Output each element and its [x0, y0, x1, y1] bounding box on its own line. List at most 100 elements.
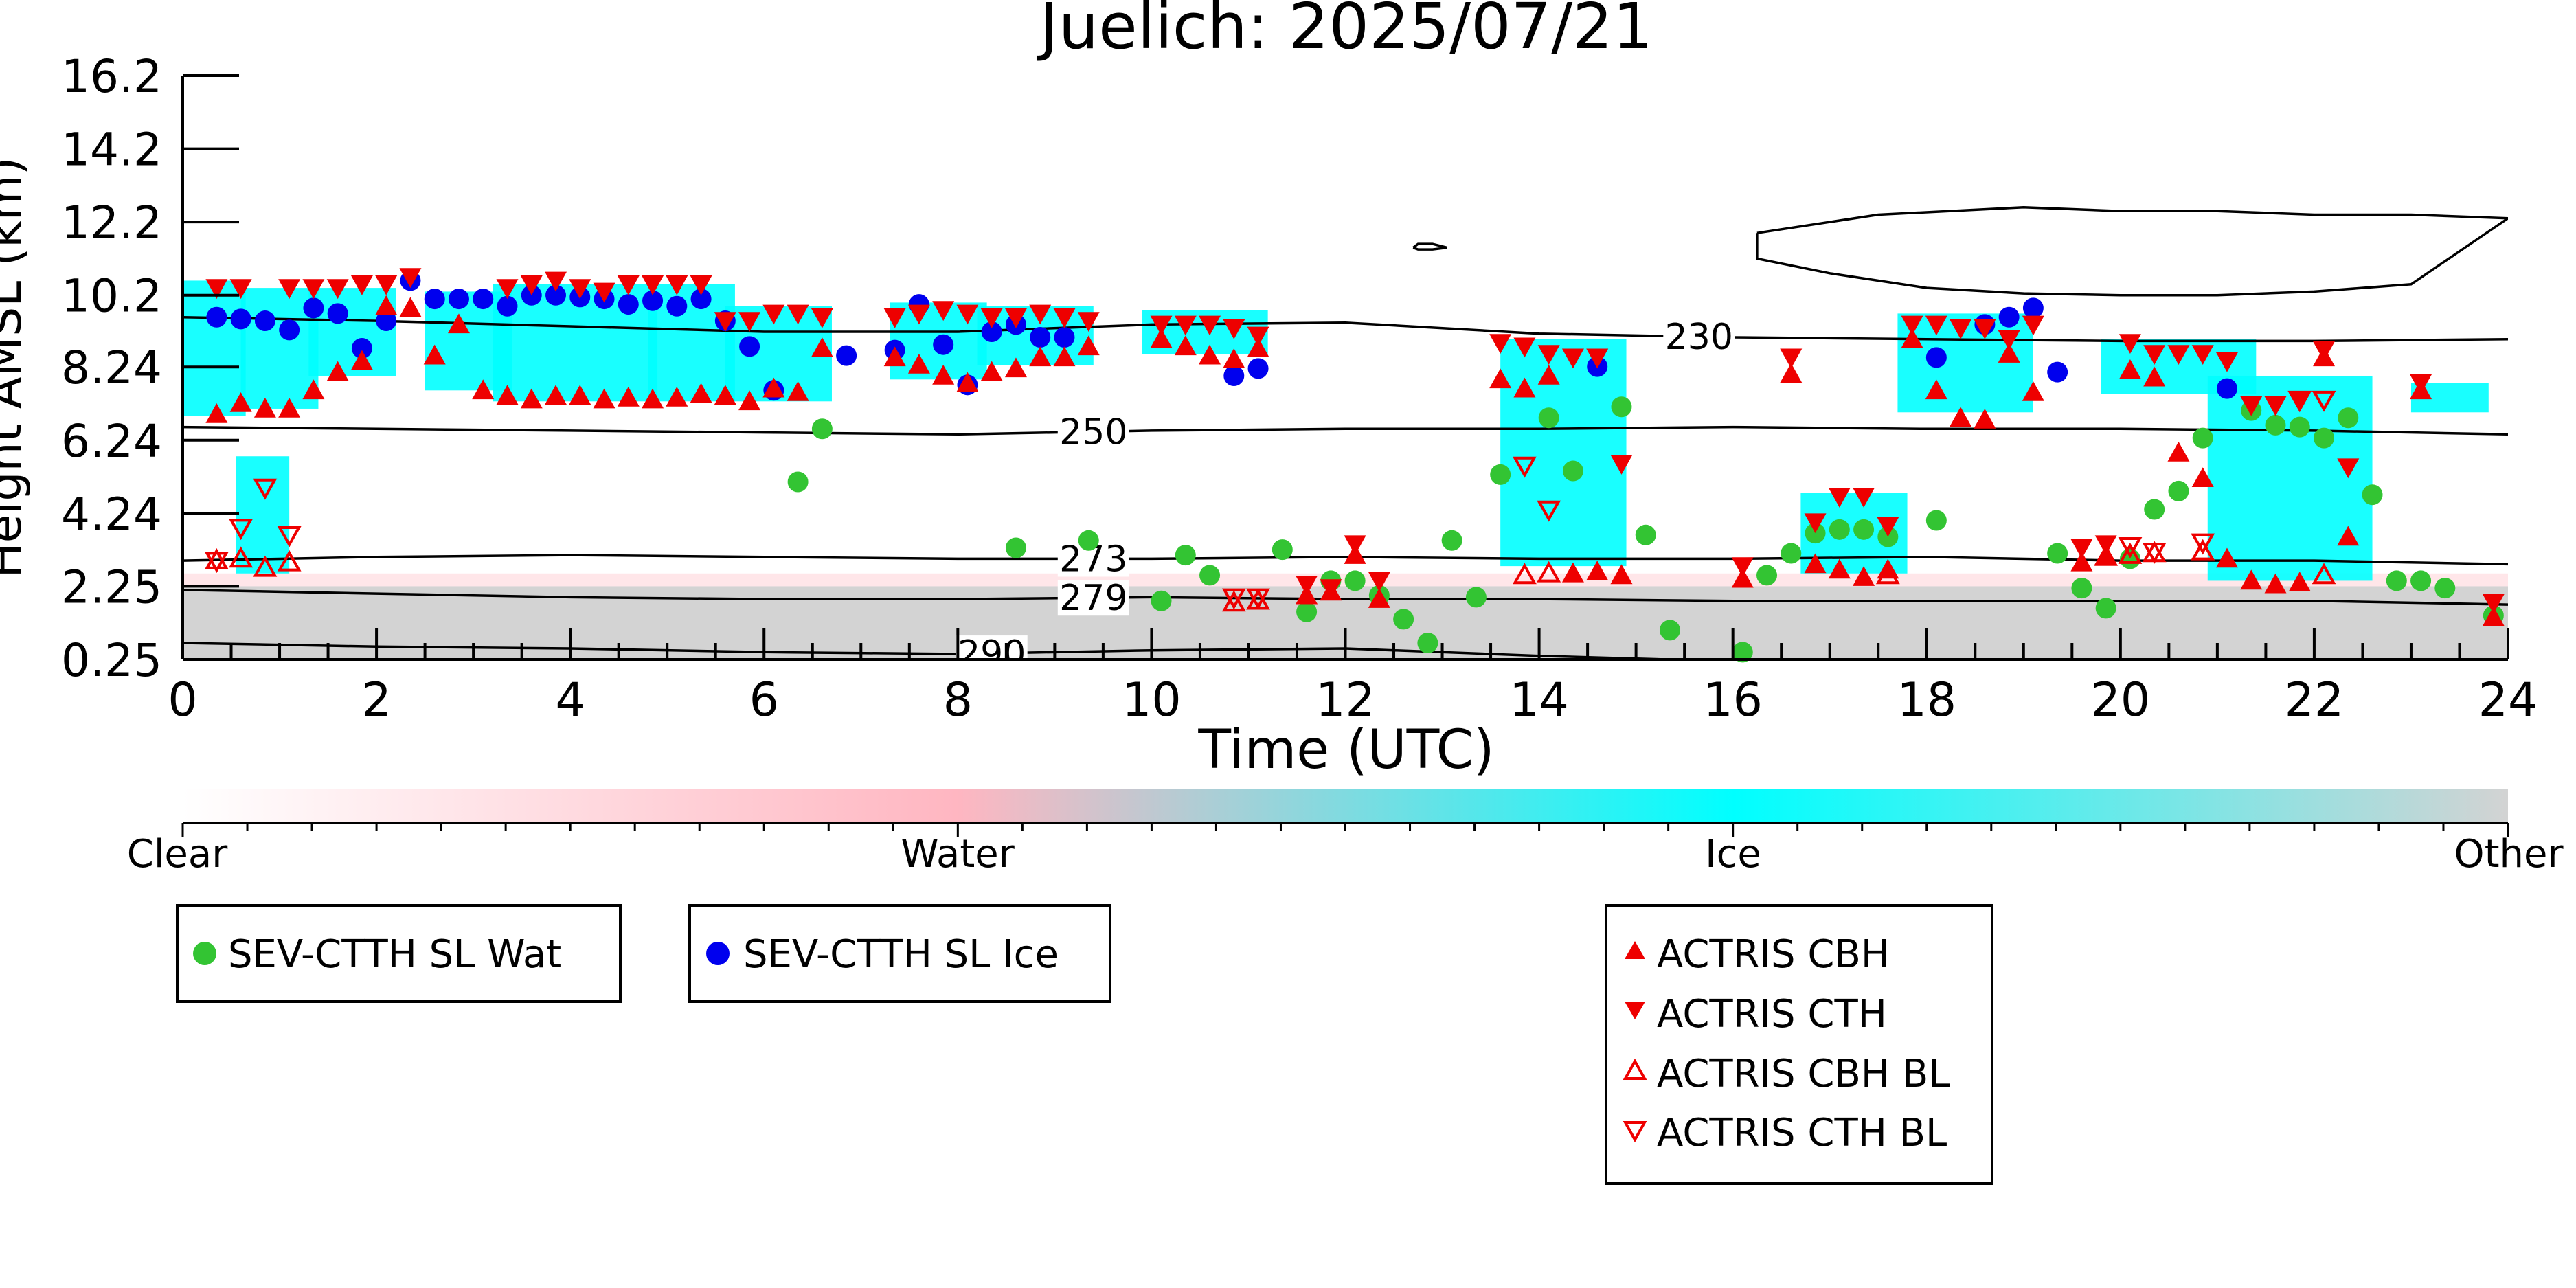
- data-point: [1998, 330, 2020, 350]
- data-point: [1078, 530, 1099, 551]
- contour-label-230: 230: [1665, 317, 1733, 358]
- data-point: [787, 304, 809, 325]
- data-point: [253, 478, 278, 500]
- data-point: [1950, 319, 1972, 339]
- data-point: [1781, 543, 1802, 564]
- data-point: [1586, 348, 1609, 369]
- data-point: [327, 303, 348, 324]
- data-point: [1998, 343, 2020, 363]
- data-point: [1537, 561, 1561, 583]
- contour-label-250: 250: [1059, 412, 1127, 453]
- data-point: [350, 275, 373, 295]
- contour-label-290: 290: [958, 633, 1026, 675]
- data-point: [642, 388, 664, 409]
- data-point: [1053, 346, 1076, 367]
- legend-actris: ACTRIS CBH ACTRIS CTH ACTRIS CBH BL ACTR…: [1605, 904, 1993, 1185]
- data-point: [2022, 315, 2044, 336]
- data-point: [1853, 519, 1875, 540]
- data-point: [2022, 297, 2044, 319]
- legend-ice-label: SEV-CTTH SL Ice: [743, 932, 1059, 977]
- x-tick-label: 4: [556, 673, 585, 727]
- legend-water-marker: [193, 942, 216, 965]
- data-point: [690, 383, 712, 403]
- data-point: [2312, 563, 2336, 585]
- data-point: [980, 361, 1003, 381]
- data-point: [617, 386, 640, 407]
- x-tick-label: 2: [361, 673, 391, 727]
- data-point: [2434, 578, 2456, 599]
- data-point: [1731, 557, 1754, 578]
- ice-region: [2207, 375, 2373, 581]
- data-point: [1925, 315, 1947, 336]
- ice-region: [308, 288, 396, 376]
- legend-water: SEV-CTTH SL Wat: [176, 904, 622, 1003]
- data-point: [1537, 345, 1560, 365]
- legend-cth-bl-marker: [1623, 1121, 1647, 1143]
- legend-cbh-label: ACTRIS CBH: [1657, 932, 1890, 977]
- data-point: [545, 385, 567, 405]
- data-point: [229, 392, 252, 412]
- y-axis-ticks: 0.25 2.25 4.24 6.24 8.24 10.2 12.2 14.2 16.2: [61, 50, 239, 687]
- data-point: [1150, 315, 1173, 336]
- y-axis-label: Height AMSL (km): [0, 157, 32, 578]
- classification-background: [183, 280, 2508, 659]
- data-point: [350, 350, 373, 370]
- data-point: [1780, 348, 1803, 369]
- y-tick-label: 14.2: [61, 124, 162, 177]
- x-tick-label: 10: [1122, 673, 1182, 727]
- data-point: [1029, 304, 1052, 325]
- data-point: [1561, 348, 1584, 369]
- data-point: [1272, 539, 1293, 561]
- colorbar: Clear Water Ice Other: [127, 789, 2564, 877]
- data-point: [2313, 341, 2336, 361]
- data-point: [1561, 562, 1584, 583]
- data-point: [2264, 573, 2287, 594]
- y-tick-label: 16.2: [61, 50, 162, 103]
- data-point: [1731, 567, 1754, 588]
- data-point: [1223, 365, 1245, 386]
- data-point: [253, 397, 276, 418]
- data-point: [2047, 543, 2068, 564]
- data-point: [1221, 590, 1246, 612]
- data-point: [1610, 455, 1633, 475]
- x-axis-ticks: 0 2 4 6 8 10 12 14 16 18 20 22 24: [168, 628, 2538, 727]
- data-point: [1368, 588, 1390, 608]
- data-point: [2144, 499, 2165, 520]
- x-tick-label: 8: [943, 673, 973, 727]
- data-point: [1004, 357, 1027, 378]
- data-point: [1974, 319, 1996, 339]
- ice-region: [1500, 339, 1627, 567]
- data-point: [424, 289, 445, 310]
- series-actris-cbh: [205, 295, 2505, 626]
- data-point: [1804, 513, 1827, 534]
- y-tick-label: 6.24: [61, 415, 162, 468]
- data-point: [496, 279, 519, 300]
- data-point: [1077, 312, 1100, 332]
- data-point: [1223, 348, 1245, 368]
- y-tick-label: 2.25: [61, 561, 162, 613]
- data-point: [2071, 578, 2092, 599]
- data-point: [1828, 488, 1851, 508]
- data-point: [787, 471, 809, 493]
- data-point: [933, 334, 954, 355]
- data-point: [618, 294, 639, 315]
- data-point: [836, 345, 857, 366]
- ice-region: [183, 280, 246, 416]
- data-point: [1586, 561, 1609, 580]
- data-point: [883, 308, 906, 328]
- data-point: [1344, 535, 1366, 556]
- data-point: [472, 379, 495, 400]
- data-point: [1610, 564, 1633, 585]
- data-point: [762, 377, 785, 398]
- data-point: [2192, 427, 2213, 449]
- x-tick-label: 18: [1897, 673, 1956, 727]
- colorbar-label-clear: Clear: [127, 832, 228, 877]
- data-point: [1853, 488, 1875, 508]
- data-point: [1513, 563, 1537, 585]
- data-point: [2338, 407, 2359, 429]
- colorbar-gradient: [183, 789, 2508, 823]
- x-tick-label: 16: [1703, 673, 1763, 727]
- colorbar-ticks: [181, 823, 2509, 837]
- data-point: [1513, 337, 1536, 358]
- data-point: [2240, 396, 2263, 416]
